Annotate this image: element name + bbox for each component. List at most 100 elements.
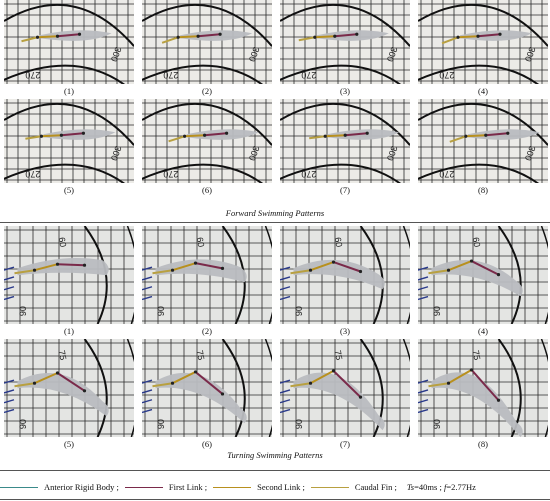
legend-label: Caudal Fin ; (354, 482, 397, 492)
frame-cell: 270 300 (4) (418, 0, 548, 99)
frame-number: (3) (340, 86, 350, 96)
video-frame: 60 90 (142, 226, 272, 324)
legend-top-rule (0, 470, 550, 471)
legend-label: Anterior Rigid Body ; (44, 482, 119, 492)
turning-panel-caption: Turning Swimming Patterns (227, 450, 323, 460)
video-frame: 75 90 (418, 339, 548, 437)
frame-number: (6) (202, 185, 212, 195)
frame-number: (6) (202, 439, 212, 449)
video-frame: 75 90 (280, 339, 410, 437)
frame-number: (7) (340, 439, 350, 449)
legend-swatch (310, 486, 349, 488)
legend-item-first-link: First Link ; (124, 482, 208, 492)
fish-body (155, 372, 247, 424)
frame-number: (5) (64, 439, 74, 449)
scale-label-270: 270 (163, 169, 178, 179)
turning-panel: 60 90 (1) 60 90 (2) 60 90 (3) 60 90 (4) 75 90 (5) 75 90 (… (0, 226, 550, 462)
video-frame: 75 90 (142, 339, 272, 437)
frame-cell: 75 90 (6) (142, 339, 272, 452)
frame-cell: 270 300 (2) (142, 0, 272, 99)
legend-bottom-rule (0, 499, 550, 500)
frame-number: (3) (340, 326, 350, 336)
scale-label-90: 90 (156, 419, 166, 429)
frame-number: (8) (478, 439, 488, 449)
video-frame: 270 300 (142, 0, 272, 84)
legend-item-second-link: Second Link ; (213, 482, 305, 492)
scale-label-300: 300 (523, 46, 538, 64)
scale-label-270: 270 (25, 169, 40, 179)
video-frame: 270 300 (4, 99, 134, 183)
frame-cell: 270 300 (8) (418, 99, 548, 198)
scale-label-90: 90 (18, 306, 28, 316)
frame-cell: 270 300 (5) (4, 99, 134, 198)
scale-label: 60 (471, 236, 483, 248)
frame-number: (7) (340, 185, 350, 195)
frame-cell: 270 300 (7) (280, 99, 410, 198)
frame-number: (8) (478, 185, 488, 195)
ts-symbol: Ts (406, 482, 415, 492)
scale-label-90: 90 (294, 419, 304, 429)
forward-frame-grid: 270 300 (1) 270 300 (2) 270 300 (3) 270 300 (4) 270 3… (0, 0, 550, 198)
frame-cell: 270 300 (1) (4, 0, 134, 99)
fish-body (293, 372, 385, 431)
video-frame: 270 300 (280, 99, 410, 183)
turning-frame-grid: 60 90 (1) 60 90 (2) 60 90 (3) 60 90 (4) 75 90 (5) 75 90 (… (0, 226, 550, 452)
fish-body (17, 257, 109, 276)
legend-swatch (213, 486, 252, 488)
legend-label: First Link ; (168, 482, 208, 492)
frame-number: (4) (478, 86, 488, 96)
scale-label-90: 90 (294, 306, 304, 316)
scale-label: 60 (57, 236, 69, 248)
scale-label-270: 270 (301, 70, 316, 80)
frame-cell: 75 90 (7) (280, 339, 410, 452)
ts-value: =40ms ; (414, 482, 442, 492)
frame-cell: 60 90 (2) (142, 226, 272, 339)
frame-cell: 60 90 (1) (4, 226, 134, 339)
frame-number: (2) (202, 326, 212, 336)
fish-body (155, 259, 247, 283)
video-frame: 270 300 (4, 0, 134, 84)
video-frame: 270 300 (280, 0, 410, 84)
scale-label: 75 (195, 349, 207, 361)
scale-label: 75 (57, 349, 69, 361)
frame-number: (5) (64, 185, 74, 195)
frame-cell: 75 90 (8) (418, 339, 548, 452)
panel-divider (0, 222, 550, 223)
f-value: =2.77Hz (446, 482, 476, 492)
scale-label-270: 270 (25, 70, 40, 80)
frame-number: (1) (64, 86, 74, 96)
forward-panel: 270 300 (1) 270 300 (2) 270 300 (3) 270 300 (4) 270 3… (0, 0, 550, 218)
scale-label-90: 90 (156, 306, 166, 316)
scale-label-90: 90 (432, 419, 442, 429)
scale-label: 75 (333, 349, 345, 361)
fish-body (17, 373, 109, 417)
video-frame: 75 90 (4, 339, 134, 437)
frame-cell: 60 90 (4) (418, 226, 548, 339)
scale-label-270: 270 (439, 169, 454, 179)
scale-label-300: 300 (385, 46, 400, 64)
scale-label-300: 300 (385, 145, 400, 163)
legend-label: Second Link ; (257, 482, 305, 492)
video-frame: 60 90 (418, 226, 548, 324)
scale-label-300: 300 (523, 145, 538, 163)
scale-label-300: 300 (109, 46, 124, 64)
legend-swatch (124, 486, 163, 488)
legend-swatch (0, 486, 38, 488)
scale-label: 75 (471, 349, 483, 361)
fish-body (431, 372, 523, 437)
frame-cell: 270 300 (3) (280, 0, 410, 99)
frame-cell: 270 300 (6) (142, 99, 272, 198)
scale-label-90: 90 (18, 419, 28, 429)
experiment-parameters: Ts=40ms ; f=2.77Hz (407, 482, 476, 492)
legend-item-anterior-rigid-body: Anterior Rigid Body ; (0, 482, 119, 492)
scale-label-270: 270 (439, 70, 454, 80)
video-frame: 60 90 (4, 226, 134, 324)
frame-number: (1) (64, 326, 74, 336)
frame-cell: 60 90 (3) (280, 226, 410, 339)
video-frame: 60 90 (280, 226, 410, 324)
scale-label: 60 (333, 236, 345, 248)
scale-label-300: 300 (247, 145, 262, 163)
video-frame: 270 300 (142, 99, 272, 183)
scale-label-90: 90 (432, 306, 442, 316)
